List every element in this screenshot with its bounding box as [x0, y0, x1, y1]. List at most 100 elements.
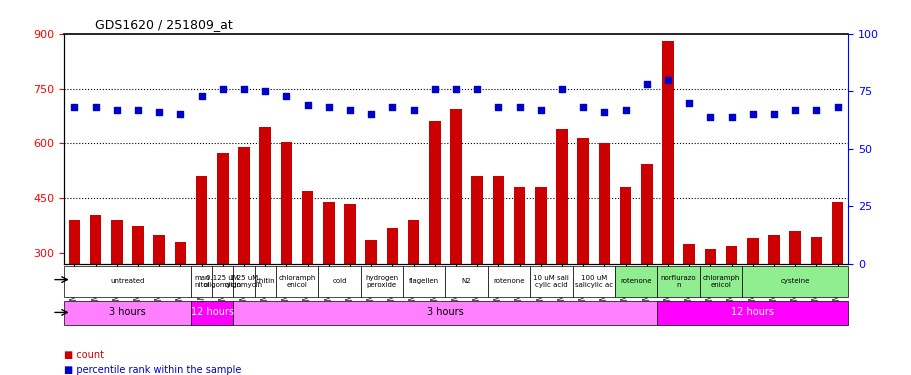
Text: 3 hours: 3 hours [426, 308, 464, 317]
Point [618, 107, 632, 113]
Text: GDS1620 / 251809_at: GDS1620 / 251809_at [95, 18, 232, 31]
FancyBboxPatch shape [487, 267, 529, 297]
Bar [640, 164, 652, 363]
Bar [789, 231, 800, 363]
Text: 10 uM sali
cylic acid: 10 uM sali cylic acid [533, 275, 568, 288]
FancyBboxPatch shape [233, 267, 254, 297]
FancyBboxPatch shape [190, 300, 233, 325]
Text: chitin: chitin [255, 278, 275, 284]
FancyBboxPatch shape [657, 300, 847, 325]
Text: man
nitol: man nitol [194, 275, 210, 288]
Bar [322, 202, 334, 363]
Bar [471, 176, 483, 363]
Text: 12 hours: 12 hours [190, 308, 233, 317]
Point [300, 102, 314, 108]
Point [363, 111, 378, 117]
Bar [535, 187, 546, 363]
Point [237, 86, 251, 92]
FancyBboxPatch shape [445, 267, 487, 297]
Bar [111, 220, 123, 363]
Text: 1.25 uM
oligomycin: 1.25 uM oligomycin [225, 275, 262, 288]
FancyBboxPatch shape [742, 267, 847, 297]
Point [258, 88, 272, 94]
Point [152, 109, 167, 115]
Point [215, 86, 230, 92]
Bar [746, 238, 758, 363]
Bar [428, 122, 440, 363]
Bar [132, 226, 144, 363]
Text: 100 uM
salicylic ac: 100 uM salicylic ac [574, 275, 612, 288]
Bar [492, 176, 504, 363]
FancyBboxPatch shape [572, 267, 614, 297]
Point [194, 93, 209, 99]
Bar [386, 228, 398, 363]
Text: rotenone: rotenone [619, 278, 651, 284]
Bar [174, 242, 186, 363]
FancyBboxPatch shape [614, 267, 657, 297]
Bar [598, 143, 609, 363]
Bar [704, 249, 715, 363]
Text: 12 hours: 12 hours [731, 308, 773, 317]
Bar [238, 147, 250, 363]
Bar [281, 142, 292, 363]
Text: untreated: untreated [110, 278, 145, 284]
Bar [343, 204, 355, 363]
Point [575, 105, 589, 111]
Text: 0.125 uM
oligomycin: 0.125 uM oligomycin [203, 275, 241, 288]
Point [766, 111, 781, 117]
Bar [661, 41, 673, 363]
Text: hydrogen
peroxide: hydrogen peroxide [364, 275, 398, 288]
Bar [831, 202, 843, 363]
Point [808, 107, 823, 113]
FancyBboxPatch shape [275, 267, 318, 297]
Point [702, 114, 717, 120]
FancyBboxPatch shape [233, 300, 657, 325]
Bar [725, 246, 737, 363]
Point [67, 105, 82, 111]
Text: cold: cold [332, 278, 346, 284]
Bar [450, 109, 461, 363]
Bar [89, 215, 101, 363]
Text: N2: N2 [461, 278, 471, 284]
Text: chloramph
enicol: chloramph enicol [701, 275, 739, 288]
Point [406, 107, 421, 113]
Text: cysteine: cysteine [780, 278, 809, 284]
Text: chloramph
enicol: chloramph enicol [278, 275, 315, 288]
Bar [153, 235, 165, 363]
Bar [767, 235, 779, 363]
Point [829, 105, 844, 111]
Point [660, 77, 674, 83]
FancyBboxPatch shape [529, 267, 572, 297]
FancyBboxPatch shape [657, 267, 699, 297]
Bar [577, 138, 589, 363]
Bar [619, 187, 630, 363]
Bar [682, 244, 694, 363]
Point [681, 100, 696, 106]
Text: rotenone: rotenone [493, 278, 524, 284]
Bar [196, 176, 207, 363]
Bar [259, 127, 271, 363]
Bar [302, 191, 313, 363]
Bar [810, 237, 822, 363]
Bar [365, 240, 376, 363]
Point [512, 105, 527, 111]
FancyBboxPatch shape [190, 267, 212, 297]
Bar [217, 153, 229, 363]
Point [787, 107, 802, 113]
Point [490, 105, 505, 111]
Bar [407, 220, 419, 363]
Point [427, 86, 442, 92]
Point [88, 105, 103, 111]
FancyBboxPatch shape [64, 267, 190, 297]
Point [533, 107, 548, 113]
FancyBboxPatch shape [212, 267, 233, 297]
Text: norflurazo
n: norflurazo n [660, 275, 696, 288]
FancyBboxPatch shape [360, 267, 403, 297]
FancyBboxPatch shape [699, 267, 742, 297]
Bar [556, 129, 568, 363]
Point [343, 107, 357, 113]
Text: 3 hours: 3 hours [109, 308, 146, 317]
Text: flagellen: flagellen [409, 278, 439, 284]
Point [130, 107, 145, 113]
Point [448, 86, 463, 92]
